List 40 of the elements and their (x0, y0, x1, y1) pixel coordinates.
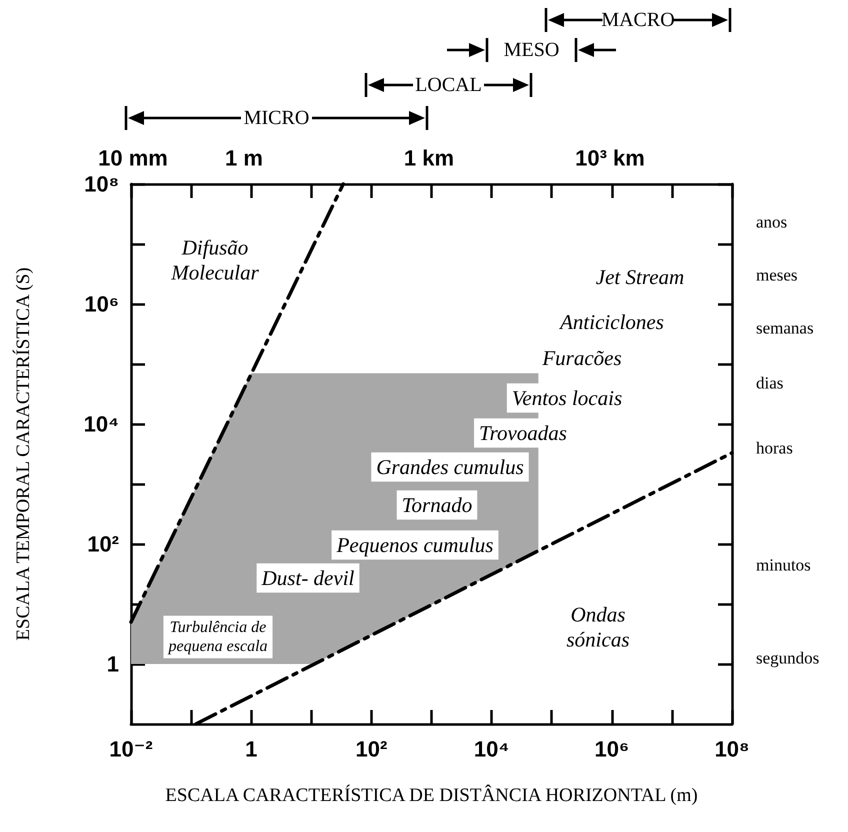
y-tick-label: 10⁸ (84, 172, 119, 196)
y-tick-label: 10⁴ (84, 412, 119, 436)
annotation: Pequenos cumulus (336, 533, 494, 557)
text: 10³ km (575, 146, 645, 170)
x-tick-label: 10² (356, 736, 388, 762)
x-tick-label: 10⁴ (474, 736, 510, 762)
text: segundos (756, 648, 820, 668)
x-tick-label: 1 (245, 736, 258, 762)
annotation: Trovoadas (479, 421, 567, 445)
x-tick-label: 10⁶ (594, 736, 630, 762)
text: anos (756, 212, 788, 232)
annotation: Tornado (402, 493, 472, 517)
text: semanas (756, 318, 814, 338)
text: MESO (504, 39, 560, 61)
text: minutos (756, 556, 811, 574)
text: 10 mm (98, 146, 168, 170)
text: 1 m (225, 146, 263, 170)
annotation: Grandes cumulus (376, 455, 524, 479)
y-tick-label: 10² (87, 532, 119, 556)
y-tick-label: 1 (106, 652, 119, 676)
text: MACRO (601, 9, 675, 31)
text: meses (756, 266, 798, 284)
text: 1 km (404, 146, 454, 170)
x-tick-label: 10⁻² (109, 736, 153, 762)
annotation: Anticiclones (558, 310, 664, 334)
text: MICRO (244, 107, 310, 129)
annotation: Furacões (541, 346, 622, 370)
text: LOCAL (415, 74, 482, 96)
annotation: Ondas sónicas (566, 602, 630, 652)
x-tick-label: 10⁸ (714, 736, 750, 762)
y-tick-label: 10⁶ (84, 292, 119, 316)
text: dias (756, 374, 784, 392)
annotation: Jet Stream (596, 265, 684, 289)
y-axis-title: ESCALA TEMPORAL CARACTERÍSTICA (S) (12, 267, 34, 641)
annotation: Ventos locais (512, 386, 622, 410)
annotation: Turbulência de pequena escala (167, 618, 268, 656)
x-axis-title: ESCALA CARACTERÍSTICA DE DISTÂNCIA HORIZONTAL (m) (165, 784, 698, 806)
annotation: Dust- devil (260, 566, 355, 590)
annotation: Difusão Molecular (170, 235, 260, 285)
text: horas (756, 438, 793, 458)
